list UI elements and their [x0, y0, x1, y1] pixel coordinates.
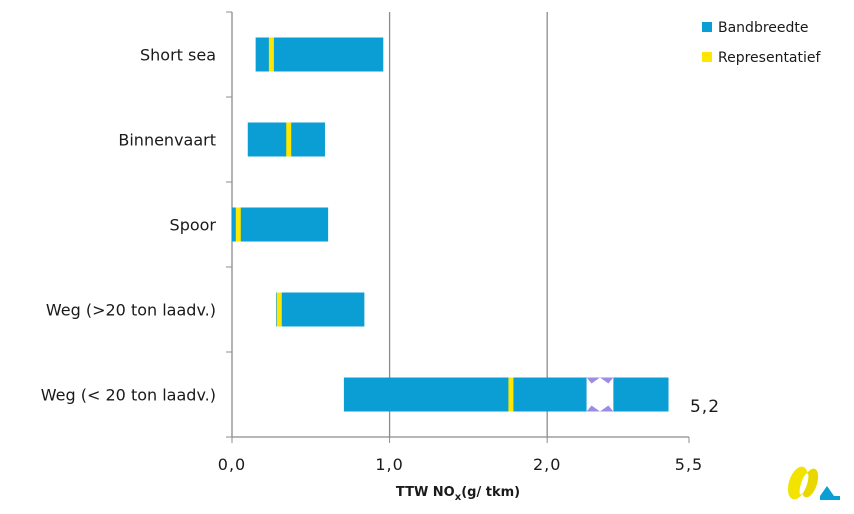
legend-swatch-1	[702, 52, 712, 62]
legend-swatch-0	[702, 22, 712, 32]
legend-layer: Bandbreedte Representatief	[702, 20, 822, 66]
range-bar-0	[255, 37, 384, 72]
range-bar-3	[276, 292, 365, 327]
axis-break-mark-bottom-right	[599, 405, 614, 412]
category-label-4: Weg (< 20 ton laadv.)	[41, 386, 216, 405]
bar-end-annotation: 5,2	[690, 397, 720, 417]
x-axis-title-subscript: x	[455, 492, 462, 503]
bars-layer	[232, 37, 669, 412]
legend-label-1: Representatief	[718, 50, 822, 66]
axis-break-mark-bottom-left	[586, 405, 600, 412]
representative-marker-2	[235, 207, 241, 242]
legend-label-0: Bandbreedte	[718, 20, 809, 36]
x-tick-label-1: 1,0	[375, 455, 403, 474]
grid-layer	[388, 12, 548, 437]
range-bar-2	[232, 207, 329, 242]
x-tick-label-2: 2,0	[533, 455, 561, 474]
representative-marker-1	[286, 122, 292, 157]
x-axis-max-label: 5,5	[675, 455, 703, 474]
x-axis-title-main: TTW NO	[396, 485, 455, 500]
category-label-2: Spoor	[170, 216, 217, 235]
labels-layer: 0,0 1,0 2,0 Short sea Binnenvaart Spoor Weg (>…	[41, 46, 561, 475]
axis-break-gap	[586, 377, 614, 412]
x-axis-title-unit: (g/ tkm)	[461, 485, 520, 500]
representative-marker-0	[268, 37, 274, 72]
category-label-1: Binnenvaart	[118, 131, 216, 150]
x-tick-label-0: 0,0	[218, 455, 246, 474]
range-bar-4	[343, 377, 669, 412]
representative-marker-4	[508, 377, 514, 412]
category-label-3: Weg (>20 ton laadv.)	[46, 301, 216, 320]
logo-icon	[787, 466, 840, 500]
category-label-0: Short sea	[140, 46, 216, 65]
axis-break-mark-top-right	[599, 377, 614, 384]
axis-break-mark-top-left	[586, 377, 600, 384]
representative-marker-3	[276, 292, 282, 327]
x-axis-title: TTW NOx(g/ tkm)	[396, 485, 520, 503]
